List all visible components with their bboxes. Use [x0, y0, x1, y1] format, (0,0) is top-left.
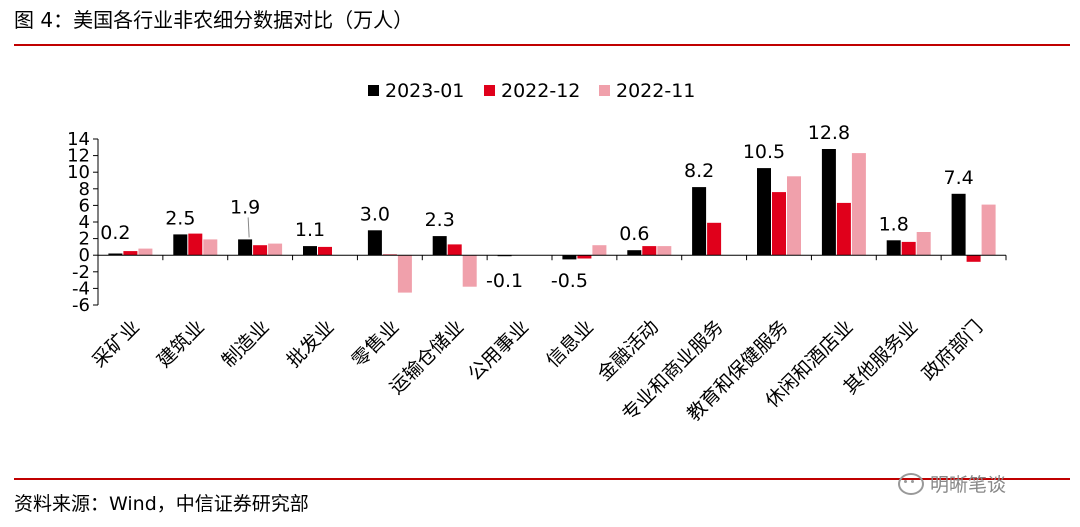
category-label: 政府部门 — [918, 316, 987, 385]
legend-swatch-2023-01 — [368, 85, 379, 96]
bar-2022-11-11 — [851, 153, 866, 256]
bar-2022-12-13 — [966, 255, 981, 262]
data-label: 8.2 — [684, 160, 714, 182]
category-label: 制造业 — [218, 316, 274, 372]
watermark-text: 明晰笔谈 — [930, 474, 1007, 496]
wechat-icon — [898, 472, 924, 495]
watermark: 明晰笔谈 — [898, 470, 1006, 497]
title-rule — [14, 44, 1070, 46]
bar-2022-11-13 — [981, 204, 996, 256]
data-label: 1.1 — [295, 219, 325, 241]
bar-2022-12-10 — [772, 192, 786, 256]
data-label: 7.4 — [943, 167, 973, 189]
bar-2022-11-12 — [916, 232, 931, 256]
bar-2023-01-5 — [432, 236, 447, 256]
legend-label: 2022-12 — [501, 80, 580, 102]
bar-2022-11-0 — [138, 248, 153, 256]
data-label: -0.1 — [486, 270, 523, 292]
bar-2022-11-4 — [397, 255, 412, 293]
bar-2023-01-1 — [173, 234, 188, 256]
source-note: 资料来源：Wind，中信证券研究部 — [14, 493, 309, 515]
category-label: 建筑业 — [153, 316, 209, 372]
bar-2023-01-4 — [367, 230, 382, 256]
bar-2022-12-9 — [707, 222, 722, 256]
bar-2023-01-7 — [562, 255, 577, 260]
bar-2022-12-2 — [253, 245, 268, 256]
bar-2023-01-2 — [238, 239, 253, 256]
y-tick-label: 14 — [67, 129, 90, 150]
bar-2022-12-12 — [901, 241, 916, 256]
bar-2022-11-10 — [787, 176, 801, 256]
data-label: 3.0 — [360, 203, 390, 225]
y-tick-label: 0 — [79, 245, 90, 266]
bar-2022-12-0 — [123, 251, 138, 256]
y-tick-label: 6 — [79, 195, 90, 216]
category-label: 零售业 — [348, 316, 404, 372]
data-label: 0.6 — [619, 223, 649, 245]
y-tick-label: 2 — [79, 229, 90, 250]
bar-2023-01-8 — [627, 250, 642, 256]
bar-2023-01-0 — [108, 253, 123, 256]
bar-2022-11-2 — [268, 243, 283, 256]
bar-2023-01-11 — [821, 149, 836, 256]
bar-2022-11-7 — [592, 245, 607, 256]
bar-2023-01-10 — [757, 168, 771, 256]
bar-2022-11-8 — [657, 246, 672, 256]
legend-label: 2022-11 — [616, 80, 695, 102]
data-label: 0.2 — [100, 222, 130, 244]
bar-2022-12-11 — [836, 202, 851, 256]
y-tick-label: 12 — [67, 146, 90, 167]
bar-2022-11-1 — [203, 239, 218, 256]
bar-2023-01-13 — [951, 193, 966, 256]
y-tick-label: 8 — [79, 179, 90, 200]
bar-2022-12-1 — [188, 233, 203, 256]
bar-2023-01-9 — [692, 187, 707, 256]
legend-swatch-2022-11 — [599, 85, 610, 96]
bar-2023-01-6 — [497, 255, 512, 257]
legend-swatch-2022-12 — [484, 85, 495, 96]
bar-2022-11-5 — [462, 255, 477, 287]
figure-title: 图 4：美国各行业非农细分数据对比（万人） — [14, 8, 414, 32]
y-tick-label: 10 — [67, 162, 90, 183]
footer-rule — [14, 478, 1070, 480]
bar-2022-12-8 — [642, 246, 657, 256]
data-label: 12.8 — [808, 122, 850, 144]
bar-2023-01-3 — [303, 246, 317, 256]
legend-label: 2023-01 — [385, 80, 464, 102]
data-label: 2.5 — [165, 207, 195, 229]
y-tick-label: -4 — [72, 278, 90, 299]
y-tick-label: -2 — [72, 262, 90, 283]
bar-2022-12-3 — [318, 246, 332, 256]
category-label: 采矿业 — [88, 316, 144, 372]
y-tick-label: -6 — [72, 295, 90, 316]
category-label: 批发业 — [283, 316, 339, 372]
data-label-leader — [247, 217, 250, 238]
y-tick-label: 4 — [79, 212, 90, 233]
data-label: 10.5 — [743, 141, 785, 163]
category-label: 公用事业 — [464, 316, 533, 385]
data-label: 1.8 — [879, 213, 909, 235]
data-label: -0.5 — [551, 270, 588, 292]
bar-2023-01-12 — [886, 240, 901, 256]
data-label: 1.9 — [230, 196, 260, 218]
bar-2022-12-7 — [577, 255, 592, 259]
category-label: 信息业 — [542, 316, 598, 372]
bar-2022-12-5 — [447, 244, 462, 256]
data-label: 2.3 — [425, 209, 455, 231]
